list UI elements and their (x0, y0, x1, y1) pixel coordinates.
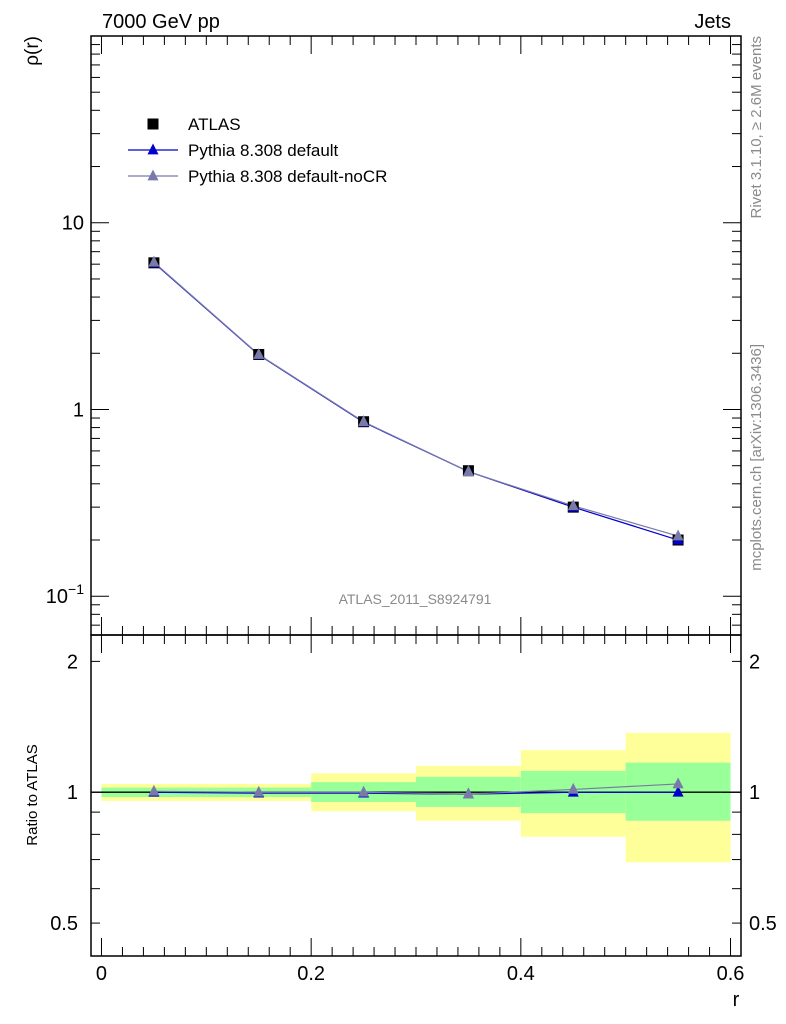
xlabel: r (733, 989, 740, 1011)
legend-label-0: ATLAS (188, 115, 241, 134)
ratio-point-1 (462, 787, 474, 799)
x-tick-label: 0 (96, 963, 107, 985)
bottom-y-tick-label-left: 0.5 (50, 913, 78, 935)
top-series (148, 255, 684, 546)
bottom-ylabel: Ratio to ATLAS (24, 744, 41, 845)
ratio-point-1 (358, 785, 370, 797)
ratio-point-1 (672, 777, 684, 789)
legend-marker-atlas (147, 118, 159, 130)
top-line-2 (153, 261, 679, 537)
top-y-tick-label: 10−1 (46, 581, 84, 608)
mcplots-label: mcplots.cern.ch [arXiv:1306.3436] (748, 344, 765, 571)
mc-point-2 (253, 347, 265, 359)
bottom-y-tick-label-right: 0.5 (749, 913, 777, 935)
x-tick-label: 0.6 (717, 963, 745, 985)
bottom-y-tick-label-right: 2 (749, 651, 760, 673)
bottom-y-tick-label-left: 2 (67, 651, 78, 673)
rivet-label: Rivet 3.1.10, ≥ 2.6M events (748, 36, 765, 219)
ratio-point-0 (672, 785, 684, 797)
mc-point-2 (672, 529, 684, 541)
ratio-point-1 (253, 785, 265, 797)
ratio-point-1 (567, 782, 579, 794)
legend-label-2: Pythia 8.308 default-noCR (188, 167, 387, 186)
legend-marker-2 (147, 169, 159, 181)
mc-point-2 (567, 499, 579, 511)
x-tick-label: 0.2 (297, 963, 325, 985)
ratio-line-1 (153, 783, 679, 795)
x-tick-label: 0.4 (507, 963, 535, 985)
top-y-tick-label: 1 (73, 399, 84, 421)
top-line-1 (153, 262, 679, 541)
axes: 0 0.2 0.4 0.6 10−1 1 10 0.5 0.5 1 1 2 2 (46, 35, 777, 985)
ratio-point-1 (148, 784, 160, 796)
legend: ATLAS Pythia 8.308 default Pythia 8.308 de… (128, 115, 387, 186)
legend-marker-1 (147, 143, 159, 155)
mc-point-2 (358, 415, 370, 427)
ratio-series (148, 777, 684, 799)
mc-point-2 (148, 255, 160, 267)
top-y-tick-label: 10 (62, 213, 84, 235)
bottom-y-tick-label-right: 1 (749, 782, 760, 804)
analysis-annotation: ATLAS_2011_S8924791 (339, 591, 492, 607)
bottom-y-tick-label-left: 1 (67, 782, 78, 804)
header-left: 7000 GeV pp (102, 11, 220, 33)
mc-point-2 (462, 465, 474, 476)
legend-label-1: Pythia 8.308 default (188, 141, 339, 160)
top-ylabel: ρ(r) (22, 36, 43, 66)
ratio-bands (91, 732, 741, 863)
header-right: Jets (694, 11, 731, 33)
